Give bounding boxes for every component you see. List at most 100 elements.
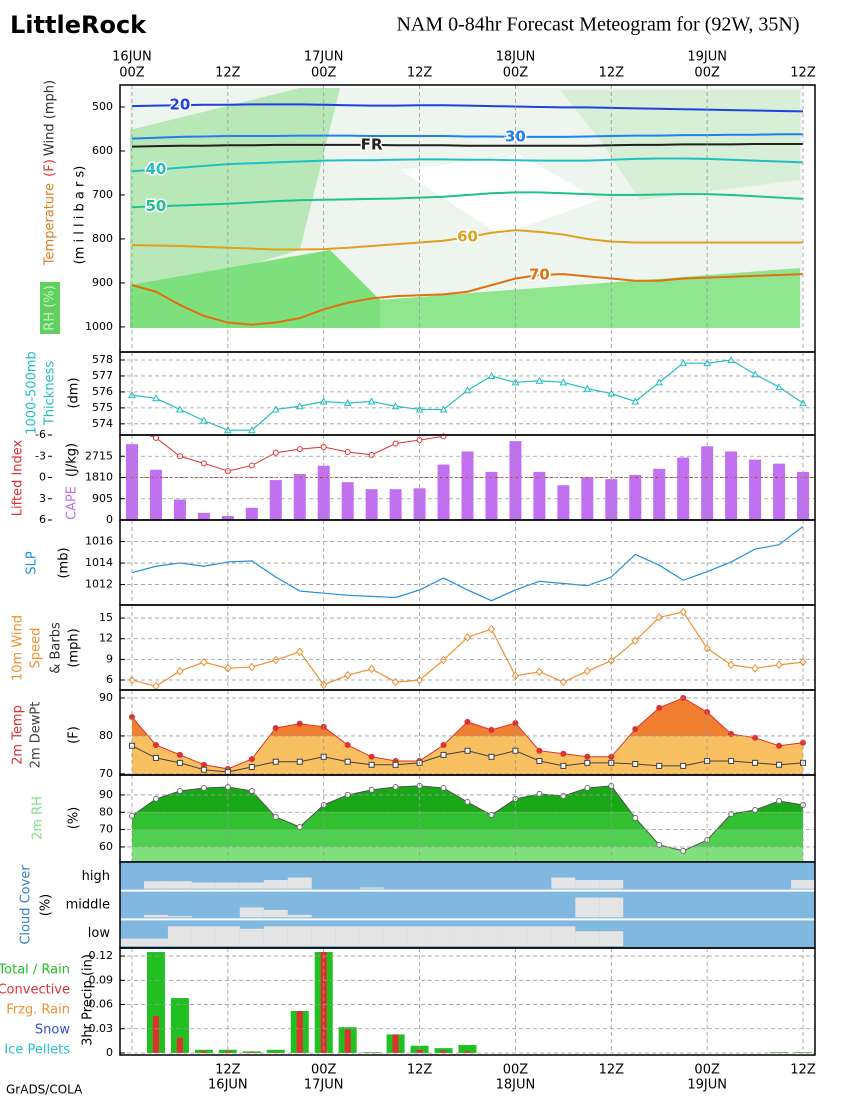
cloud-bar [191, 926, 216, 946]
marker [200, 766, 207, 773]
y-tick-label: 15 [99, 611, 113, 624]
y-tick-label: 80 [99, 805, 113, 818]
marker [248, 764, 255, 771]
cloud-level-label: low [88, 926, 111, 941]
marker [464, 799, 471, 806]
temp-area [131, 697, 804, 775]
marker [272, 813, 279, 820]
marker [560, 792, 567, 799]
cape-bar [341, 482, 354, 520]
marker [440, 742, 447, 749]
marker [368, 786, 375, 793]
marker [632, 726, 639, 733]
cloud-bar [191, 882, 216, 889]
marker [487, 624, 496, 634]
panel-frame [119, 947, 816, 1056]
marker [488, 726, 495, 733]
time-label: 12Z [599, 1063, 625, 1078]
cloud-level-label: high [82, 869, 110, 884]
precip-legend: Convective [0, 983, 70, 998]
precip-bar [464, 1051, 471, 1053]
y-tick-label: 800 [92, 232, 113, 245]
cloud-bar [143, 938, 168, 946]
cape-bar [581, 477, 594, 520]
marker [751, 370, 759, 378]
cape-bar [533, 471, 546, 520]
credit: GrADS/COLA [6, 1083, 83, 1097]
axis-label: & Barbs [49, 622, 64, 674]
isotherm-line [131, 142, 804, 148]
marker [391, 402, 400, 410]
marker [679, 359, 688, 367]
marker [464, 747, 471, 754]
axis-label: Temperature [43, 183, 58, 266]
isotherm-label: 60 [457, 228, 478, 246]
marker [152, 681, 160, 691]
isotherm-line [131, 133, 804, 140]
cape-bar [701, 446, 714, 520]
cloud-bar [239, 928, 264, 946]
y-tick-label: 80 [99, 729, 113, 742]
marker [536, 747, 543, 754]
cloud-bar [167, 916, 192, 918]
axis-label: 2m DewPt [29, 702, 44, 769]
marker [368, 753, 375, 760]
marker [247, 426, 256, 434]
time-label: 00Z [311, 1063, 337, 1078]
cape-bar [461, 451, 474, 520]
precip-bar [248, 1052, 255, 1053]
marker [752, 807, 759, 814]
axis-label: 1000-500mb [25, 351, 40, 435]
marker [584, 759, 591, 766]
precip-legend: Snow [35, 1023, 70, 1038]
y-tick-label: 1810 [85, 471, 113, 484]
cloud-bar [239, 907, 264, 918]
marker [271, 405, 280, 413]
marker [392, 440, 399, 447]
date-label: 16JUN [112, 50, 152, 65]
axis-label: (F) [43, 159, 58, 177]
isotherm-line [131, 273, 804, 326]
cape-bar [389, 489, 402, 520]
time-label: 00Z [119, 66, 145, 81]
marker [152, 754, 159, 761]
marker [152, 394, 160, 402]
date-label: 19JUN [687, 50, 727, 65]
y2-tick-label: -6 [35, 428, 46, 441]
marker [775, 383, 783, 391]
precip-bar [392, 1034, 399, 1053]
date-label: 16JUN [208, 1078, 248, 1093]
cloud-bar [479, 926, 504, 946]
y2-tick-label: 0 [39, 471, 46, 484]
marker [776, 797, 783, 804]
y-tick-label: 90 [99, 691, 113, 704]
cape-bar [293, 473, 306, 520]
y2-tick-label: -3 [35, 449, 46, 462]
axis-label: CAPE [65, 486, 80, 520]
y-tick-label: 0.06 [89, 998, 114, 1011]
y-tick-label: 0.03 [89, 1022, 114, 1035]
time-label: 12Z [407, 66, 433, 81]
cloud-bar [263, 909, 288, 918]
marker [296, 758, 303, 765]
y-tick-label: 577 [92, 369, 113, 382]
marker [655, 613, 663, 622]
precip-bar [224, 1051, 231, 1053]
cloud-bar [287, 926, 312, 946]
panel-frame [119, 351, 816, 436]
station-name: LittleRock [10, 11, 147, 39]
marker [632, 814, 639, 821]
isotherm-line [131, 191, 804, 209]
axis-label: (J/kg) [65, 443, 80, 477]
cape-bar [749, 459, 762, 520]
axis-label: (m i l l i b a r s) [73, 166, 88, 265]
y2-tick-label: 6 [39, 513, 46, 526]
date-label: 17JUN [304, 1078, 344, 1093]
cape-bar [437, 464, 450, 520]
precip-legend: Total / Rain [0, 963, 70, 978]
marker [680, 847, 687, 854]
date-label: 19JUN [687, 1078, 727, 1093]
y-tick-label: 0.09 [89, 973, 114, 986]
marker [559, 378, 568, 386]
